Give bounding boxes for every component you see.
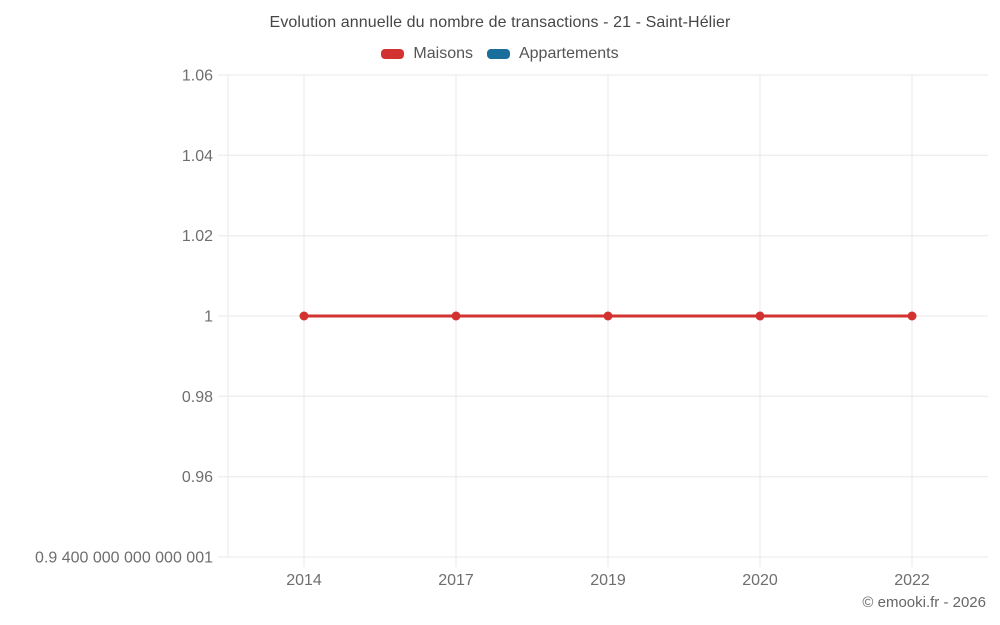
- chart-title: Evolution annuelle du nombre de transact…: [269, 14, 731, 31]
- legend-item-appartements[interactable]: Appartements: [486, 45, 619, 63]
- y-tick-label: 1: [204, 309, 213, 326]
- data-point[interactable]: [755, 311, 765, 321]
- chart-legend: Maisons Appartements: [0, 45, 1000, 63]
- copyright-credit: © emooki.fr - 2026: [862, 594, 986, 611]
- data-point[interactable]: [451, 311, 461, 321]
- x-tick-label: 2022: [894, 572, 930, 589]
- y-tick-label: 1.04: [182, 148, 213, 165]
- maisons-legend-swatch-icon: [381, 49, 405, 59]
- data-point[interactable]: [907, 311, 917, 321]
- y-tick-label: 0.9 400 000 000 000 001: [35, 550, 213, 567]
- y-tick-label: 1.02: [182, 228, 213, 245]
- data-point[interactable]: [603, 311, 613, 321]
- appartements-legend-swatch-icon: [486, 49, 510, 59]
- legend-item-label: Maisons: [413, 45, 473, 62]
- legend-item-maisons[interactable]: Maisons: [381, 45, 473, 63]
- x-tick-label: 2017: [438, 572, 474, 589]
- y-tick-label: 0.96: [182, 469, 213, 486]
- legend-item-label: Appartements: [518, 45, 619, 62]
- x-tick-label: 2020: [742, 572, 778, 589]
- y-tick-label: 0.98: [182, 389, 213, 406]
- x-tick-label: 2014: [286, 572, 322, 589]
- data-point[interactable]: [299, 311, 309, 321]
- y-tick-label: 1.06: [182, 68, 213, 85]
- x-tick-label: 2019: [590, 572, 626, 589]
